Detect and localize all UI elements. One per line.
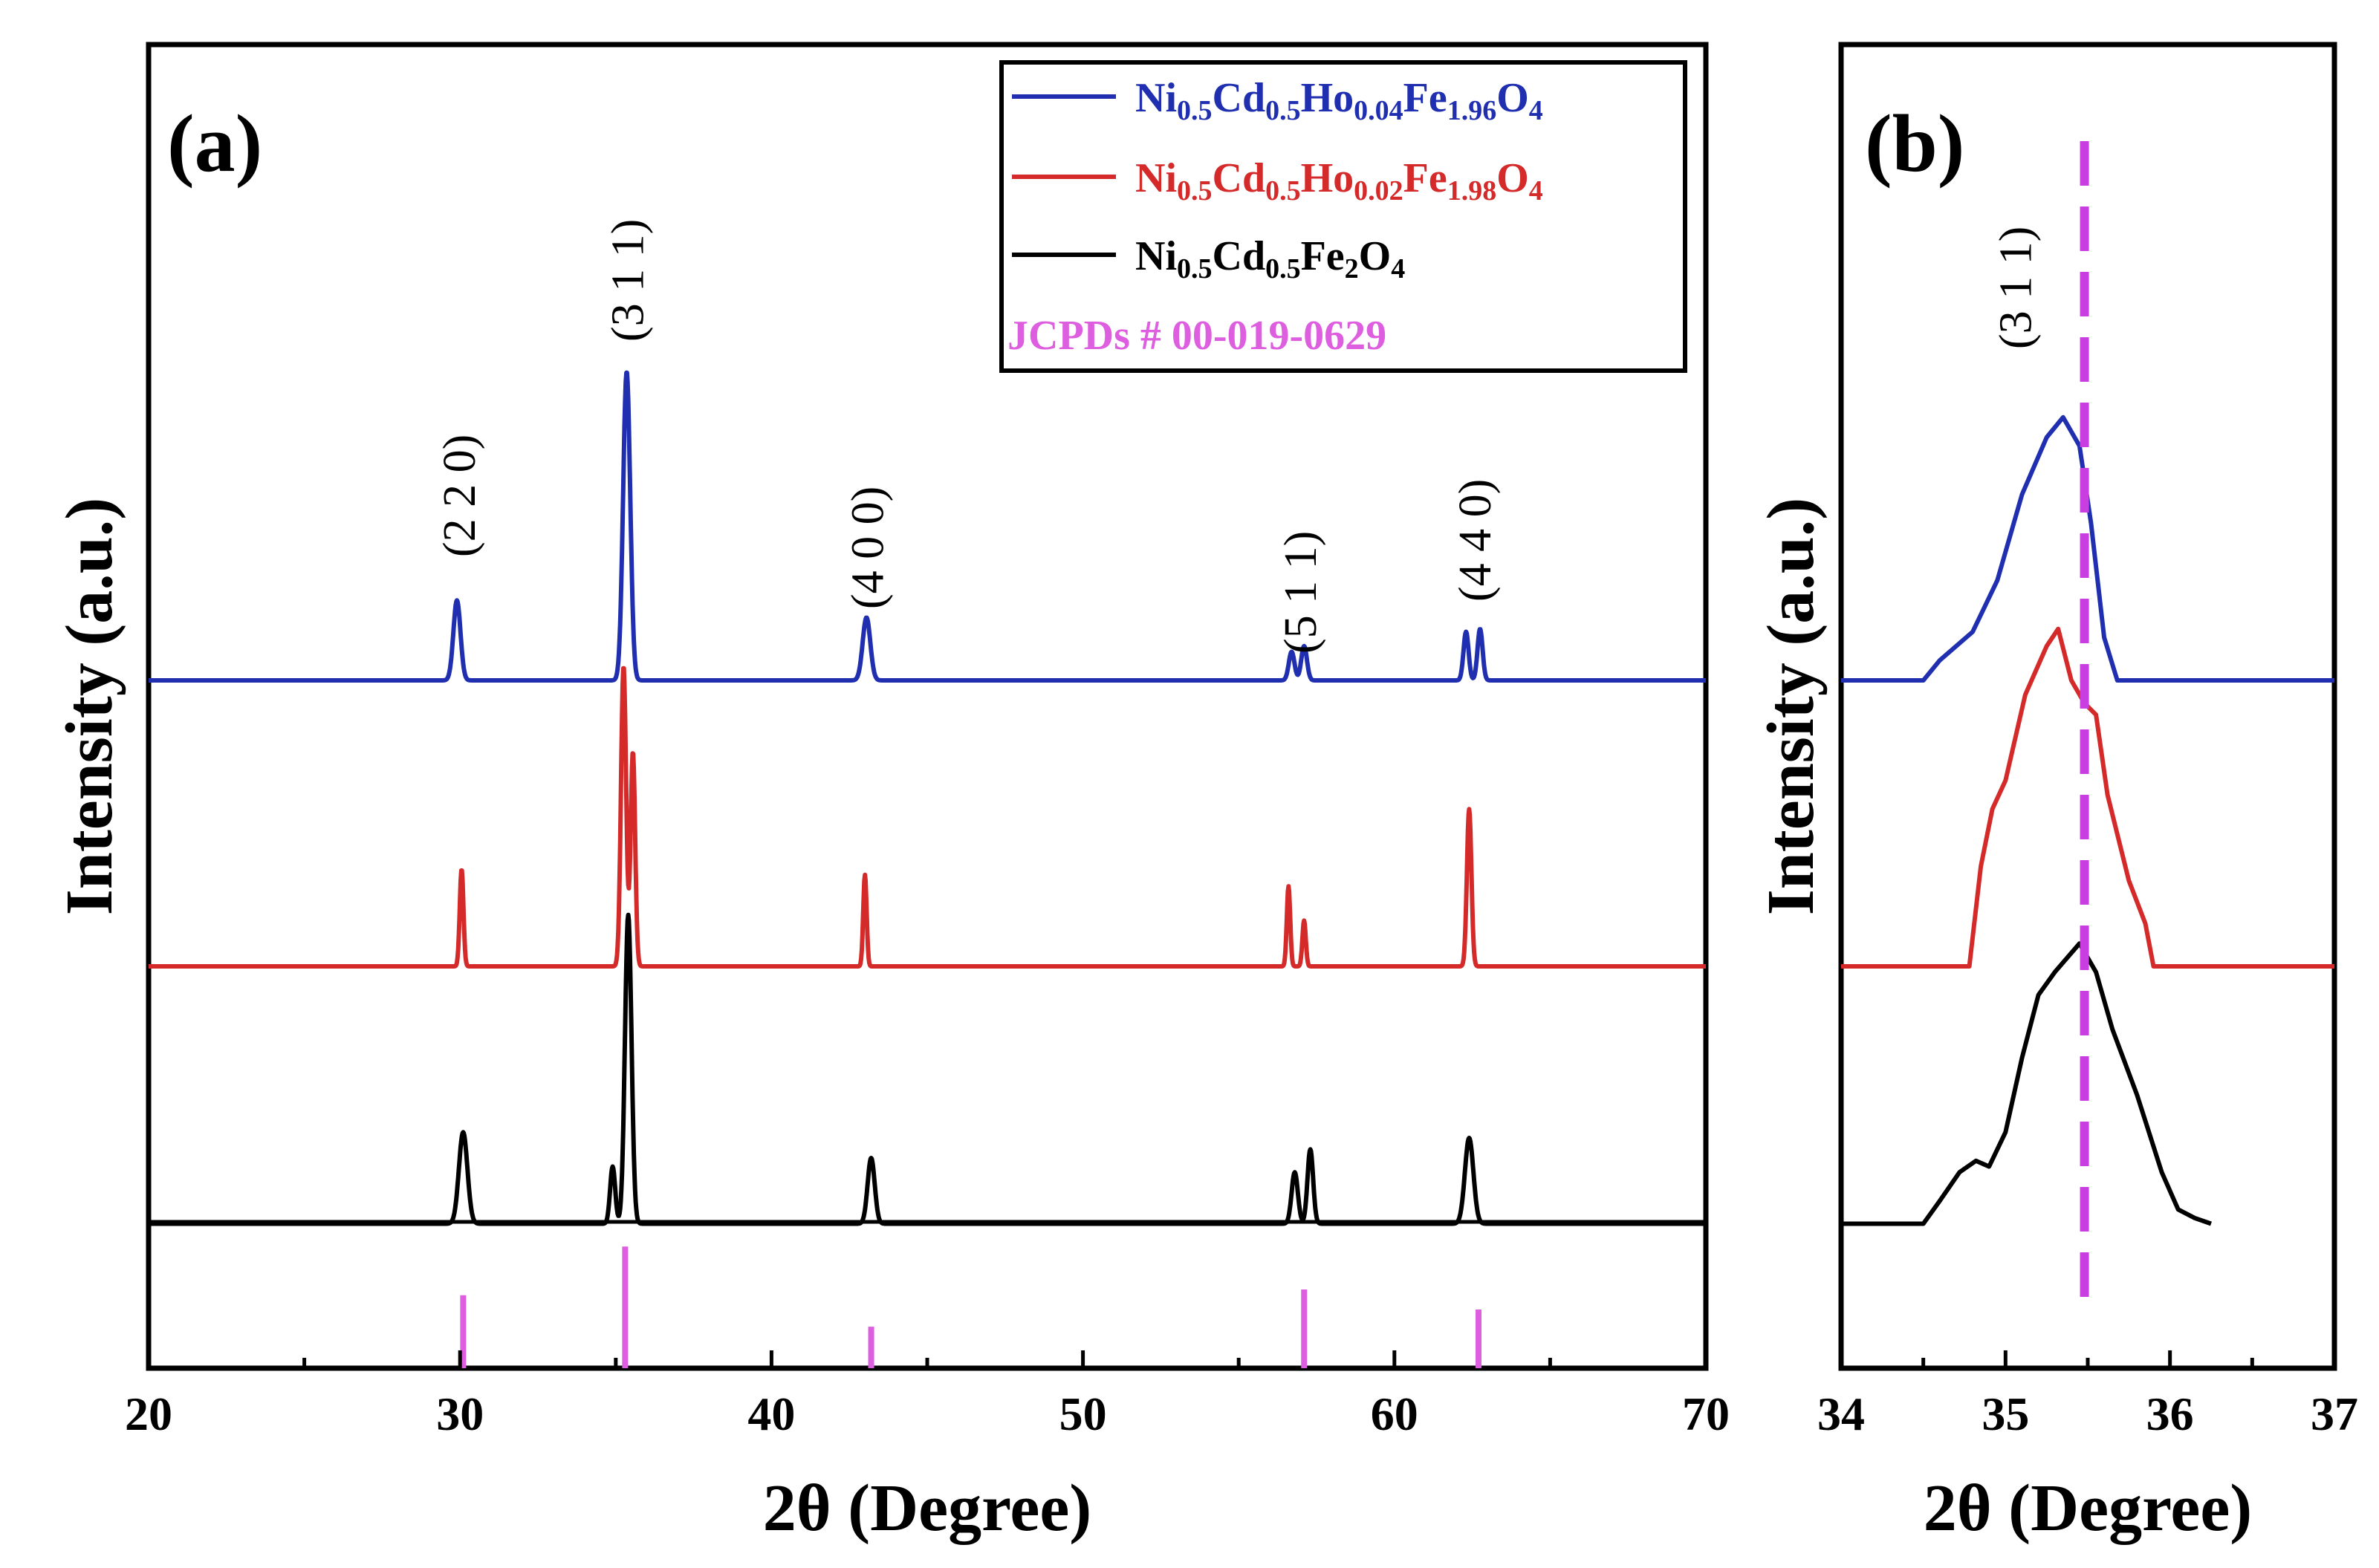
panel-b-tick-label-0: 34 [1817,1388,1865,1440]
panel-b-series-black [1841,941,2212,1226]
hkl-label-4: (4 4 0) [1450,479,1501,602]
hkl-label-3: (5 1 1) [1276,531,1326,654]
panel-a-tick-label-1: 30 [436,1388,484,1440]
hkl-label-1: (3 1 1) [603,219,654,342]
panel-b-label: (b) [1865,98,1964,189]
panel-a-tick-label-3: 50 [1059,1388,1107,1440]
panel-b-hkl-label: (3 1 1) [1991,227,2042,349]
legend-entry-red: Ni0.5Cd0.5Ho0.02Fe1.98O4 [1135,155,1543,206]
panel-b-y-axis-title: Intensity (a.u.) [1754,498,1828,916]
panel-a-label: (a) [167,98,262,189]
legend-box [999,60,1687,373]
panel-b-x-ticks: 34 35 36 37 [1817,1350,2358,1440]
hkl-label-2: (4 0 0) [843,487,893,609]
panel-b-tick-label-3: 37 [2311,1388,2358,1440]
panel-a-series-blue [146,370,1708,683]
legend-entry-reference: JCPDs # 00-019-0629 [1007,313,1386,359]
panel-a-hkl-labels: (2 2 0) (3 1 1) (4 0 0) (5 1 1) (4 4 0) [435,219,1501,654]
panel-a-series-group [146,370,1708,1226]
panel-a-tick-label-2: 40 [747,1388,795,1440]
legend-entry-black: Ni0.5Cd0.5Fe2O4 [1135,233,1405,284]
panel-a-x-ticks: 20 30 40 50 60 70 [125,1350,1730,1440]
panel-b-series-blue [1841,414,2334,683]
legend-entry-blue: Ni0.5Cd0.5Ho0.04Fe1.96O4 [1135,75,1543,126]
panel-b-series-red [1841,626,2334,969]
panel-a-tick-label-5: 70 [1682,1388,1730,1440]
panel-a-tick-label-0: 20 [125,1388,172,1440]
panel-a-reference-lines [460,1246,1481,1368]
panel-b-x-axis-title: 2θ (Degree) [1924,1471,2253,1545]
panel-b-tick-label-1: 35 [1982,1388,2029,1440]
legend: Ni0.5Cd0.5Ho0.04Fe1.96O4 Ni0.5Cd0.5Ho0.0… [999,60,1687,373]
panel-a-tick-label-4: 60 [1371,1388,1418,1440]
panel-a-series-red [146,666,1708,969]
panel-b-tick-label-2: 36 [2146,1388,2194,1440]
panel-b-series-group [1841,414,2334,1226]
panel-a-x-axis-title: 2θ (Degree) [763,1471,1092,1545]
panel-b-hkl-group: (3 1 1) [1991,227,2042,349]
panel-b: (b) (3 1 1) 34 35 36 37 2θ (Degree) Intensi… [1754,42,2358,1545]
hkl-label-0: (2 2 0) [435,435,485,557]
panel-a-series-black [146,912,1708,1226]
panel-a: (a) (2 2 0)(3 1 1)(4 0 0) (5 1 1) (4 4 0) … [53,42,1730,1545]
panel-a-y-axis-title: Intensity (a.u.) [53,498,126,916]
